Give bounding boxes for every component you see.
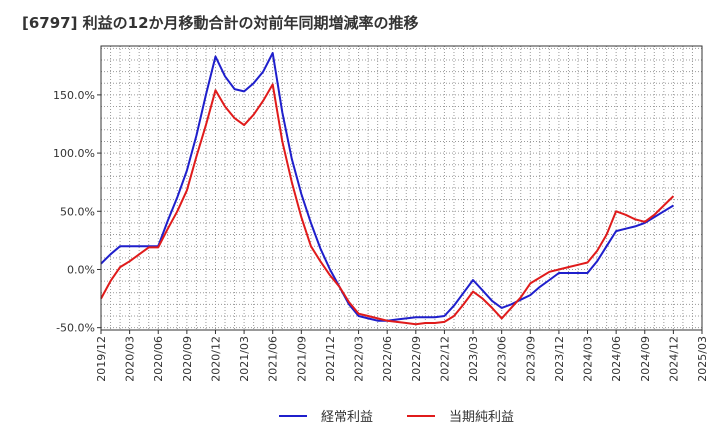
y-tick-label: 50.0% — [60, 205, 95, 218]
x-tick-label: 2024/12 — [667, 336, 680, 382]
x-tick-label: 2020/03 — [124, 336, 137, 382]
y-tick-label: 150.0% — [53, 89, 95, 102]
legend-label-1: 経常利益 — [321, 410, 373, 425]
x-tick-label: 2024/09 — [639, 336, 652, 382]
y-tick-label: 100.0% — [53, 147, 95, 160]
x-tick-label: 2021/03 — [238, 336, 251, 382]
x-tick-label: 2021/12 — [324, 336, 337, 382]
x-tick-label: 2020/09 — [181, 336, 194, 382]
series-layer — [100, 52, 675, 326]
legend-label-2: 当期純利益 — [449, 410, 514, 425]
x-tick-label: 2024/06 — [610, 336, 623, 382]
x-tick-label: 2024/03 — [582, 336, 595, 382]
x-tick-label: 2022/12 — [438, 336, 451, 382]
x-tick-label: 2025/03 — [696, 336, 709, 382]
x-tick-label: 2019/12 — [95, 336, 108, 382]
x-tick-label: 2022/09 — [410, 336, 423, 382]
x-tick-label: 2020/06 — [152, 336, 165, 382]
y-tick-label: -50.0% — [56, 322, 95, 335]
plot-frame — [100, 45, 703, 331]
x-tick-label: 2022/06 — [381, 336, 394, 382]
series-line-2 — [100, 83, 675, 326]
x-tick-label: 2023/03 — [467, 336, 480, 382]
x-tick-label: 2021/06 — [267, 336, 280, 382]
x-tick-label: 2021/09 — [295, 336, 308, 382]
x-tick-label: 2023/06 — [496, 336, 509, 382]
x-tick-label: 2020/12 — [209, 336, 222, 382]
x-tick-label: 2022/03 — [353, 336, 366, 382]
legend: 経常利益 当期純利益 — [279, 410, 514, 425]
y-tick-label: 0.0% — [67, 263, 95, 276]
x-tick-label: 2023/12 — [553, 336, 566, 382]
grid-lines — [100, 46, 703, 330]
axes: 150.0% 100.0% 50.0% 0.0% -50.0%2019/12 2020/0… — [53, 45, 709, 382]
chart-title: [6797] 利益の12か月移動合計の対前年同期増減率の推移 — [22, 14, 419, 32]
x-tick-label: 2023/09 — [524, 336, 537, 382]
